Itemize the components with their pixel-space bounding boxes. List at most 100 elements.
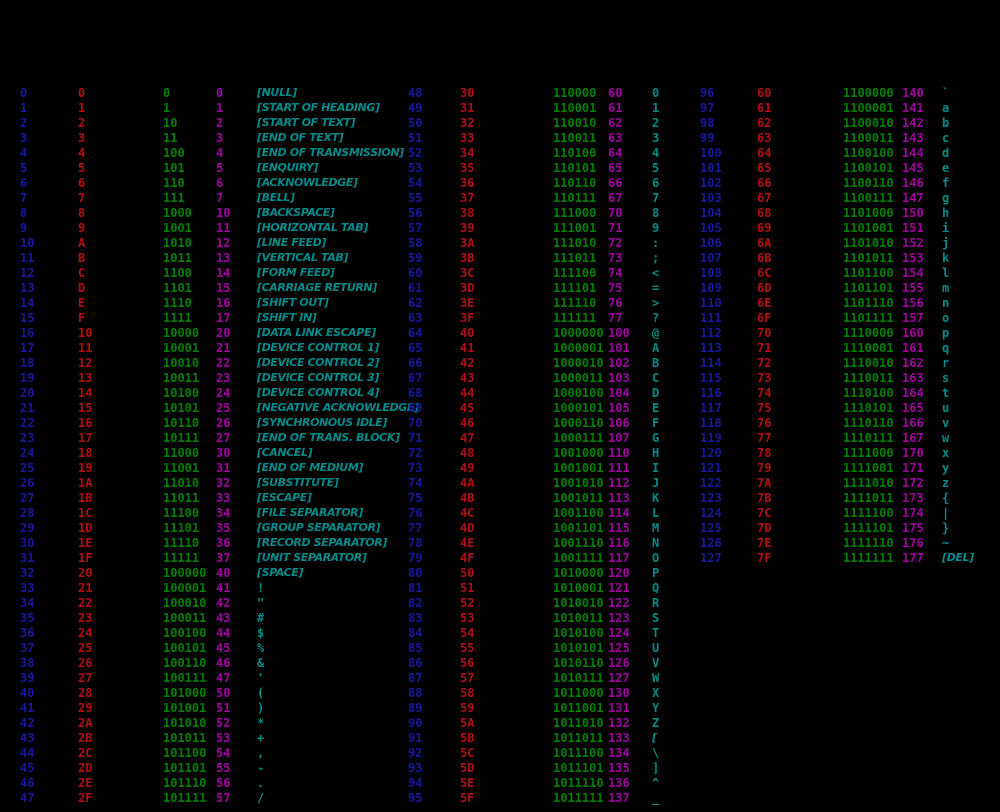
binary-cell: 100010 <box>163 596 207 610</box>
binary-cell: 1101 <box>163 281 192 295</box>
hex-cell: 23 <box>78 611 93 625</box>
binary-cell: 111010 <box>553 236 597 250</box>
octal-cell: 166 <box>902 416 924 430</box>
hex-cell: 33 <box>460 131 475 145</box>
binary-cell: 110010 <box>553 116 597 130</box>
octal-cell: 34 <box>216 506 231 520</box>
decimal-cell: 103 <box>700 191 722 205</box>
binary-cell: 1011000 <box>553 686 604 700</box>
binary-cell: 10100 <box>163 386 200 400</box>
hex-cell: 35 <box>460 161 475 175</box>
char-cell: [LINE FEED] <box>257 236 326 249</box>
hex-cell: 42 <box>460 356 475 370</box>
decimal-cell: 3 <box>20 131 28 145</box>
octal-cell: 102 <box>608 356 630 370</box>
decimal-cell: 98 <box>700 116 715 130</box>
char-cell: v <box>942 416 950 430</box>
octal-cell: 130 <box>608 686 630 700</box>
hex-cell: 15 <box>78 401 93 415</box>
binary-cell: 1101000 <box>843 206 894 220</box>
binary-cell: 1100 <box>163 266 192 280</box>
char-cell: ! <box>257 581 265 595</box>
hex-cell: 48 <box>460 446 475 460</box>
char-cell: S <box>652 611 660 625</box>
octal-cell: 74 <box>608 266 623 280</box>
decimal-cell: 70 <box>408 416 423 430</box>
char-cell: E <box>652 401 660 415</box>
char-cell: [CARRIAGE RETURN] <box>257 281 377 294</box>
binary-cell: 11110 <box>163 536 200 550</box>
octal-cell: 162 <box>902 356 924 370</box>
decimal-cell: 115 <box>700 371 722 385</box>
octal-cell: 106 <box>608 416 630 430</box>
hex-cell: 1B <box>78 491 93 505</box>
octal-cell: 27 <box>216 431 231 445</box>
char-cell: [GROUP SEPARATOR] <box>257 521 381 534</box>
binary-cell: 1001101 <box>553 521 604 535</box>
binary-cell: 1100111 <box>843 191 894 205</box>
decimal-cell: 101 <box>700 161 722 175</box>
octal-cell: 42 <box>216 596 231 610</box>
hex-cell: 5C <box>460 746 475 760</box>
binary-cell: 10110 <box>163 416 200 430</box>
binary-cell: 1011010 <box>553 716 604 730</box>
binary-cell: 10111 <box>163 431 200 445</box>
binary-cell: 111001 <box>553 221 597 235</box>
octal-cell: 164 <box>902 386 924 400</box>
decimal-cell: 43 <box>20 731 35 745</box>
char-cell: Y <box>652 701 660 715</box>
decimal-cell: 13 <box>20 281 35 295</box>
binary-cell: 1 <box>163 101 171 115</box>
binary-cell: 100110 <box>163 656 207 670</box>
octal-cell: 64 <box>608 146 623 160</box>
char-cell: [SHIFT OUT] <box>257 296 329 309</box>
hex-cell: 24 <box>78 626 93 640</box>
decimal-cell: 121 <box>700 461 722 475</box>
decimal-cell: 62 <box>408 296 423 310</box>
binary-cell: 101 <box>163 161 185 175</box>
hex-cell: 3C <box>460 266 475 280</box>
octal-cell: 43 <box>216 611 231 625</box>
hex-cell: 62 <box>757 116 772 130</box>
octal-cell: 142 <box>902 116 924 130</box>
binary-cell: 1110100 <box>843 386 894 400</box>
binary-cell: 1000000 <box>553 326 604 340</box>
hex-cell: 2 <box>78 116 86 130</box>
decimal-cell: 95 <box>408 791 423 805</box>
hex-cell: 4D <box>460 521 475 535</box>
char-cell: < <box>652 266 660 280</box>
octal-cell: 12 <box>216 236 231 250</box>
hex-cell: 27 <box>78 671 93 685</box>
binary-cell: 1001100 <box>553 506 604 520</box>
binary-cell: 100101 <box>163 641 207 655</box>
binary-cell: 100001 <box>163 581 207 595</box>
hex-cell: 9 <box>78 221 86 235</box>
octal-cell: 151 <box>902 221 924 235</box>
hex-cell: 13 <box>78 371 93 385</box>
binary-cell: 1001000 <box>553 446 604 460</box>
decimal-cell: 8 <box>20 206 28 220</box>
hex-cell: 18 <box>78 446 93 460</box>
decimal-cell: 35 <box>20 611 35 625</box>
char-cell: g <box>942 191 950 205</box>
decimal-cell: 42 <box>20 716 35 730</box>
binary-cell: 1101111 <box>843 311 894 325</box>
hex-cell: 72 <box>757 356 772 370</box>
octal-cell: 60 <box>608 86 623 100</box>
octal-cell: 112 <box>608 476 630 490</box>
decimal-cell: 83 <box>408 611 423 625</box>
char-cell: [SHIFT IN] <box>257 311 317 324</box>
hex-cell: 5D <box>460 761 475 775</box>
char-cell: , <box>257 746 265 760</box>
char-cell: [START OF HEADING] <box>257 101 380 114</box>
char-cell: @ <box>652 326 660 340</box>
decimal-cell: 126 <box>700 536 722 550</box>
decimal-cell: 110 <box>700 296 722 310</box>
octal-cell: 114 <box>608 506 630 520</box>
binary-cell: 1110001 <box>843 341 894 355</box>
binary-cell: 1011110 <box>553 776 604 790</box>
decimal-cell: 125 <box>700 521 722 535</box>
char-cell: } <box>942 521 950 535</box>
char-cell: [CANCEL] <box>257 446 313 459</box>
char-cell: w <box>942 431 950 445</box>
